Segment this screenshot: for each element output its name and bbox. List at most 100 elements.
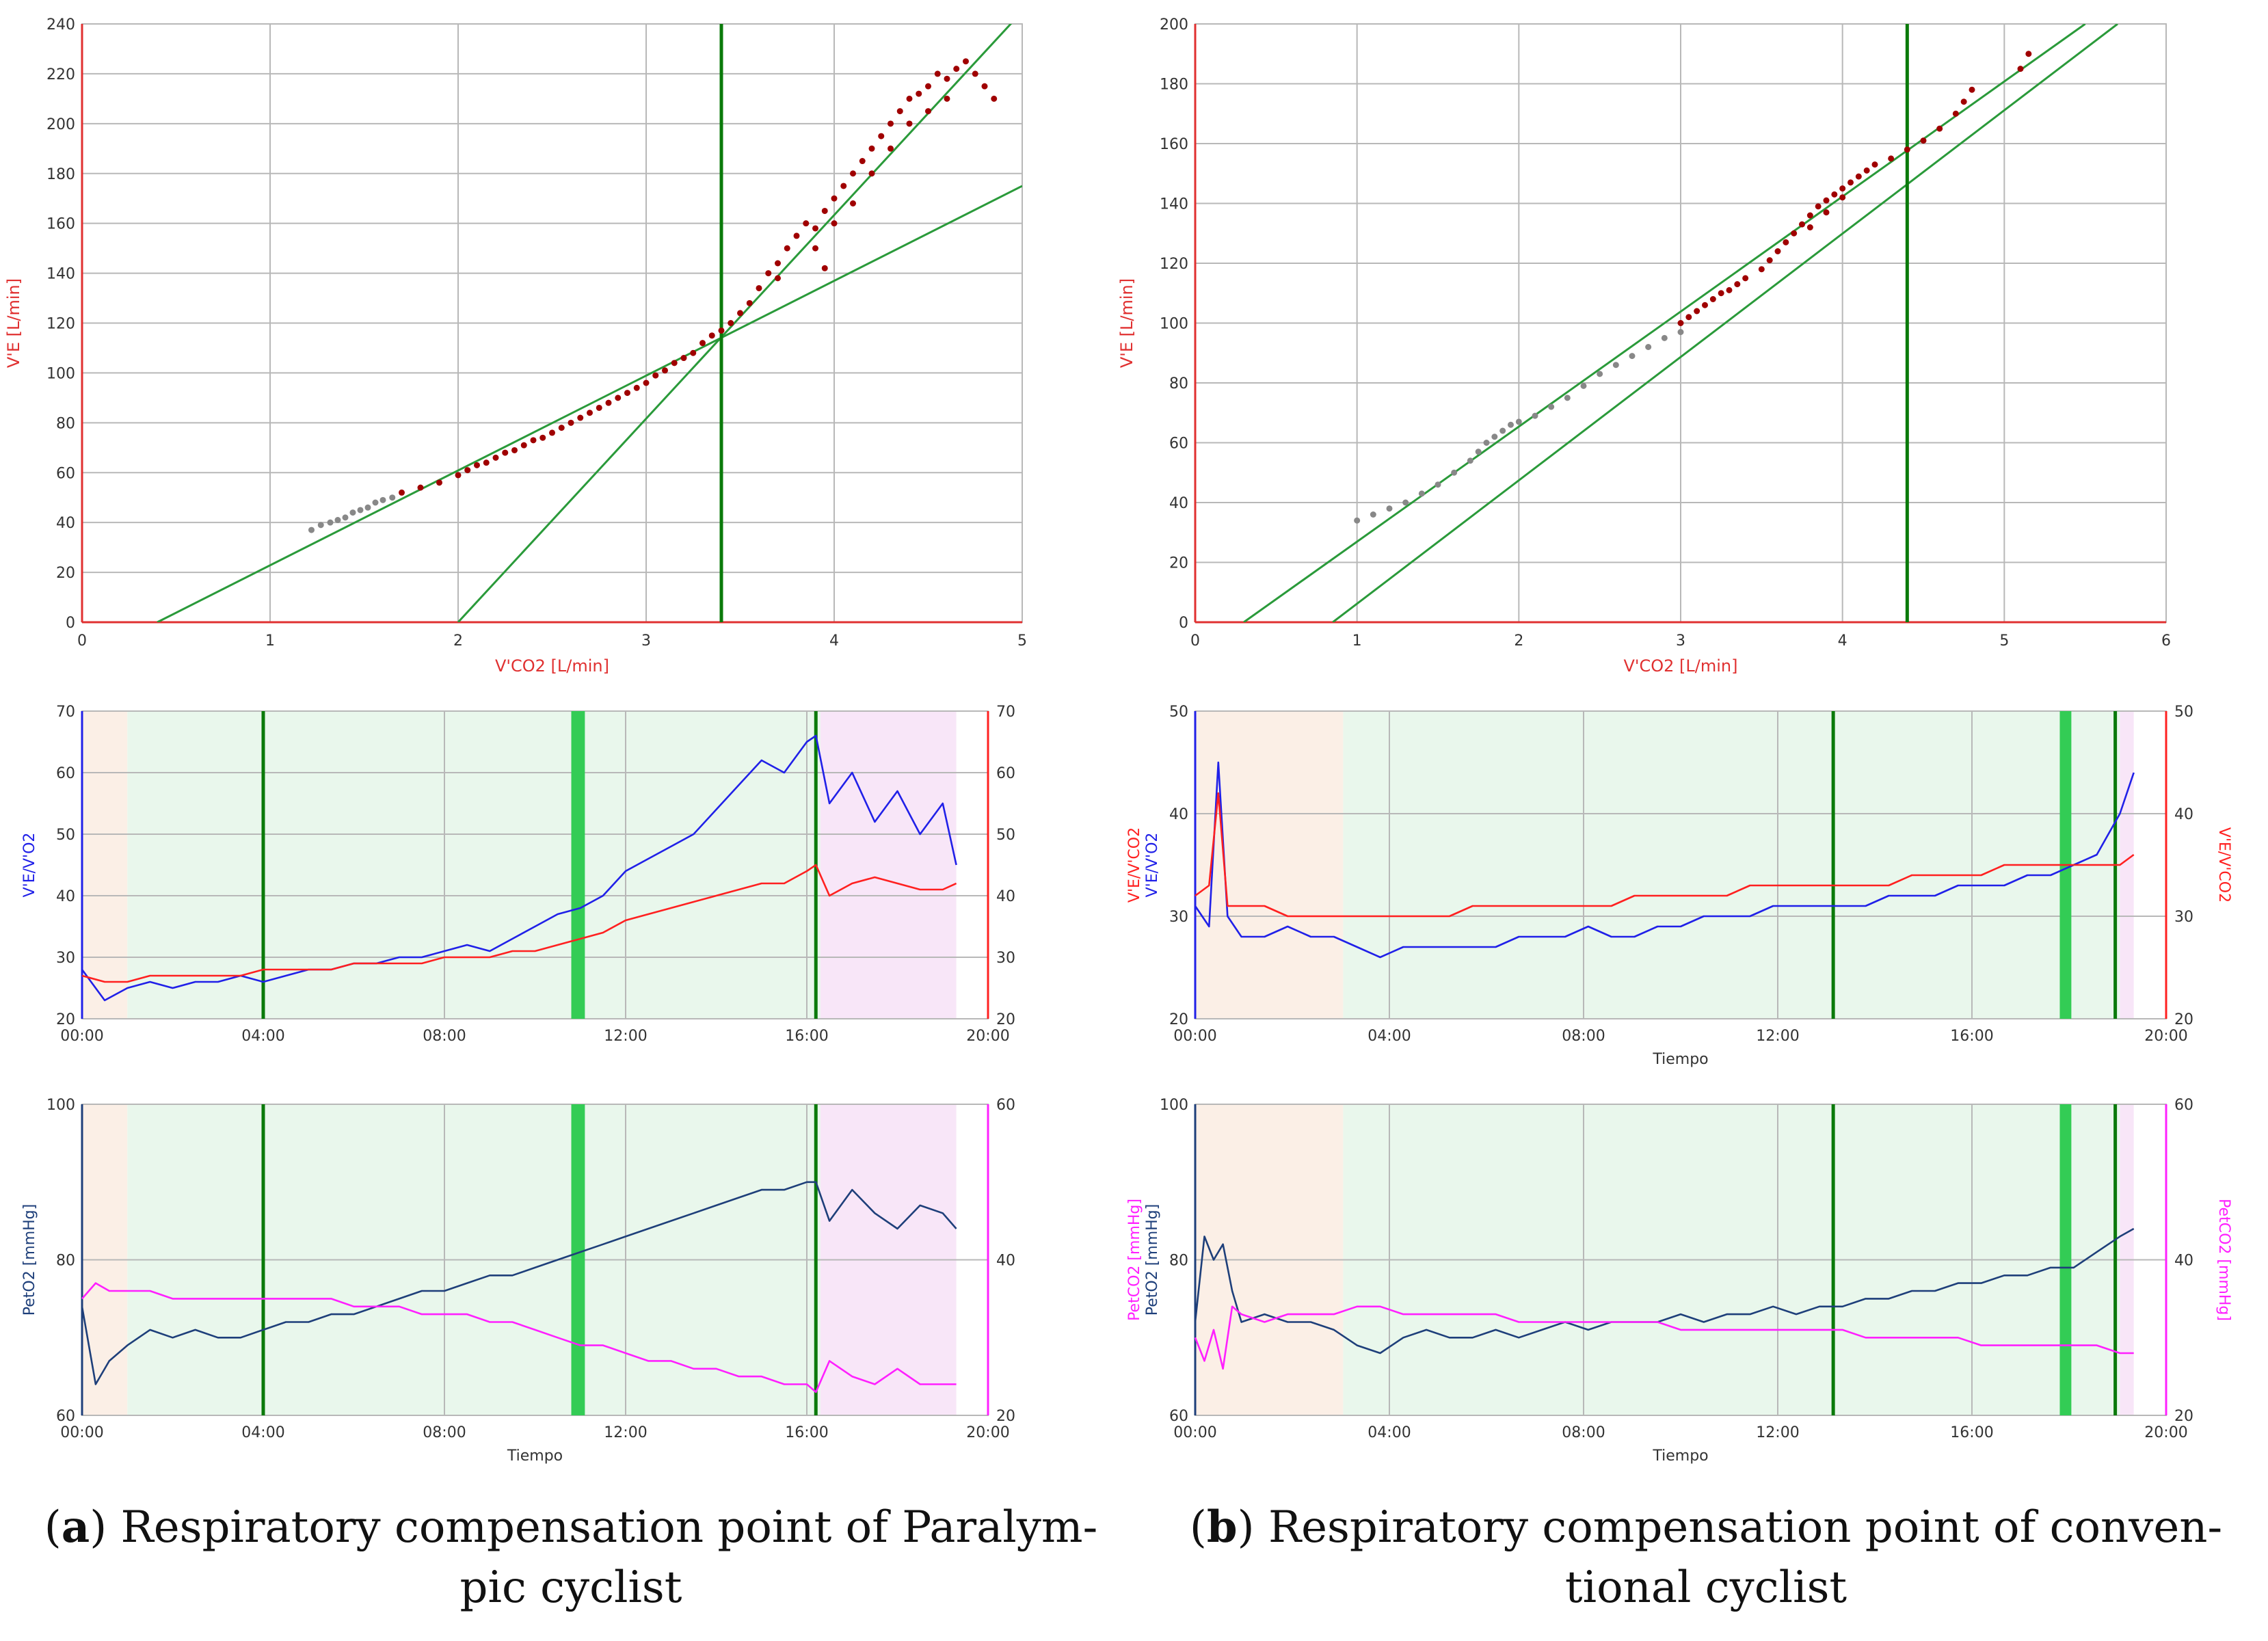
data-point — [1709, 296, 1716, 302]
data-point — [1823, 197, 1830, 204]
data-point — [464, 467, 471, 474]
data-point — [662, 367, 668, 374]
data-point — [2017, 66, 2024, 72]
phase-zone — [2120, 711, 2134, 1019]
y-left-tick-label: 60 — [56, 1408, 75, 1425]
panel-a-ventilatory-equivalents-chart: 00:00 04:00 08:00 12:00 16:00 20:002030405060… — [21, 704, 1015, 1045]
x-axis-label: Tiempo — [507, 1447, 563, 1465]
data-point — [483, 459, 490, 466]
data-point — [784, 245, 790, 252]
x-tick-label: 00:00 — [1173, 1424, 1216, 1441]
y-tick-label: 200 — [1160, 16, 1188, 34]
data-point — [1742, 275, 1749, 282]
data-point — [840, 183, 847, 189]
caption-b: (b) Respiratory compensation point of co… — [1149, 1497, 2263, 1618]
series-line-right — [81, 1282, 957, 1393]
data-point — [568, 419, 574, 426]
warmup-point — [1483, 440, 1490, 446]
y-tick-label: 40 — [56, 515, 75, 532]
regression-line — [1332, 24, 2118, 622]
data-point — [925, 108, 931, 115]
data-point — [1726, 286, 1733, 293]
data-point — [474, 462, 480, 468]
warmup-point — [334, 517, 341, 524]
warmup-point — [1499, 427, 1506, 434]
y-tick-label: 240 — [46, 16, 75, 34]
warmup-point — [1370, 511, 1376, 518]
caption-b-line1: (b) Respiratory compensation point of co… — [1149, 1497, 2263, 1558]
data-point — [746, 299, 753, 306]
x-tick-label: 2 — [453, 632, 463, 650]
data-point — [953, 66, 960, 72]
y-left-axis-label: PetO2 [mmHg] — [21, 1204, 38, 1316]
data-point — [615, 395, 622, 401]
data-point — [831, 195, 838, 202]
data-point — [1799, 221, 1805, 228]
data-point — [1863, 167, 1870, 174]
phase-zone — [1343, 711, 2120, 1019]
threshold-band — [571, 711, 585, 1019]
y-right-tick-label: 60 — [996, 765, 1015, 782]
x-tick-label: 12:00 — [604, 1424, 647, 1441]
data-point — [699, 340, 706, 347]
data-point — [906, 95, 913, 102]
data-point — [821, 265, 828, 271]
caption-a: (a) Respiratory compensation point of Pa… — [14, 1497, 1128, 1618]
warmup-point — [1564, 395, 1571, 401]
caption-a-text: Respiratory compensation point of Paraly… — [107, 1502, 1098, 1553]
warmup-point — [1467, 457, 1473, 464]
caption-a-close-paren: ) — [90, 1502, 107, 1553]
x-tick-label: 3 — [641, 632, 651, 650]
caption-b-close-paren: ) — [1237, 1502, 1255, 1553]
warmup-point — [1386, 505, 1393, 512]
y-tick-label: 200 — [46, 116, 75, 133]
data-point — [596, 404, 602, 411]
y-tick-label: 80 — [56, 415, 75, 432]
data-point — [793, 232, 800, 239]
x-tick-label: 12:00 — [1756, 1424, 1799, 1441]
x-tick-label: 20:00 — [2144, 1424, 2187, 1441]
y-tick-label: 160 — [46, 216, 75, 233]
data-point — [803, 220, 810, 227]
warmup-point — [327, 519, 334, 526]
data-point — [2025, 51, 2032, 57]
data-point — [492, 454, 499, 461]
data-point — [520, 442, 527, 449]
warmup-point — [1597, 371, 1603, 377]
warmup-point — [1418, 490, 1425, 497]
series-line-right — [1194, 1305, 2134, 1370]
y-tick-label: 40 — [1169, 495, 1188, 512]
data-point — [944, 75, 950, 82]
x-tick-label: 04:00 — [1368, 1028, 1411, 1045]
y-axis-label: V'E [L/min] — [4, 278, 23, 368]
data-point — [831, 220, 838, 227]
data-point — [643, 379, 650, 386]
warmup-point — [1580, 382, 1587, 389]
caption-b-open-paren: ( — [1189, 1502, 1207, 1553]
x-tick-label: 00:00 — [60, 1424, 103, 1441]
y-tick-label: 20 — [56, 565, 75, 582]
data-point — [1783, 239, 1789, 245]
y-right-tick-label: 60 — [2174, 1097, 2193, 1114]
data-point — [1806, 212, 1813, 219]
data-point — [1694, 308, 1700, 315]
data-point — [718, 327, 725, 334]
warmup-point — [308, 526, 315, 533]
data-point — [756, 284, 762, 291]
data-point — [1823, 209, 1830, 216]
y-left-tick-label: 60 — [1169, 1408, 1188, 1425]
y-tick-label: 140 — [1160, 196, 1188, 213]
data-point — [1960, 98, 1967, 105]
data-point — [896, 108, 903, 115]
warmup-point — [1612, 362, 1619, 369]
x-axis-label: V'CO2 [L/min] — [1623, 656, 1737, 676]
caption-a-text-line2: pic cyclist — [459, 1562, 682, 1613]
y-left-tick-label: 30 — [1169, 909, 1188, 926]
data-point — [558, 425, 565, 431]
y-right-tick-label: 20 — [996, 1011, 1015, 1028]
threshold-band — [571, 1104, 585, 1415]
y-right-tick-label: 40 — [2174, 806, 2193, 823]
x-axis-label: Tiempo — [1652, 1051, 1708, 1068]
caption-a-label: a — [61, 1502, 90, 1553]
